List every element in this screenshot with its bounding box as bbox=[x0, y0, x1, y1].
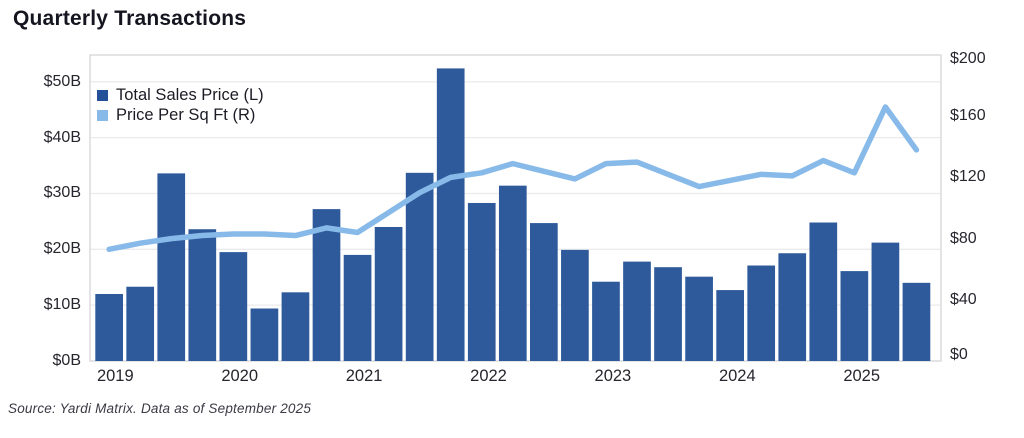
bar-2022-q2 bbox=[498, 185, 527, 361]
source-note: Source: Yardi Matrix. Data as of Septemb… bbox=[8, 401, 312, 416]
bar-2022-q1 bbox=[467, 202, 496, 361]
bar-2021-q1 bbox=[343, 254, 372, 361]
bar-2025-q3 bbox=[902, 282, 931, 361]
bar-2020-q1 bbox=[219, 252, 248, 361]
bar-2025-q2 bbox=[871, 242, 900, 361]
bar-2019-q4 bbox=[188, 229, 217, 361]
left-axis-tick: $20B bbox=[43, 240, 81, 258]
left-axis-tick: $10B bbox=[43, 296, 81, 314]
bar-2019-q3 bbox=[157, 173, 186, 361]
chart-legend: Total Sales Price (L) Price Per Sq Ft (R… bbox=[97, 86, 264, 125]
bar-2024-q2 bbox=[747, 265, 776, 361]
bar-2019-q2 bbox=[126, 286, 155, 361]
x-axis-tick-2021: 2021 bbox=[345, 367, 383, 385]
bar-series-swatch-icon bbox=[97, 90, 108, 102]
bar-2019-q1 bbox=[95, 293, 123, 361]
left-axis-tick: $0B bbox=[52, 352, 81, 369]
bar-2020-q3 bbox=[281, 292, 310, 361]
bar-2021-q2 bbox=[374, 226, 403, 361]
x-axis-tick-2025: 2025 bbox=[843, 367, 881, 385]
x-axis-tick-2019: 2019 bbox=[96, 367, 134, 385]
bar-2023-q2 bbox=[623, 261, 651, 361]
bar-2020-q4 bbox=[312, 209, 341, 361]
bar-2021-q3 bbox=[405, 172, 434, 361]
bar-2025-q1 bbox=[840, 271, 869, 361]
bar-2023-q4 bbox=[685, 276, 713, 361]
right-axis-tick: $80 bbox=[950, 229, 977, 247]
legend-item-price-per-sqft: Price Per Sq Ft (R) bbox=[97, 106, 264, 126]
right-axis-tick: $40 bbox=[950, 290, 977, 308]
right-axis-tick: $160 bbox=[950, 107, 986, 125]
bar-2024-q4 bbox=[809, 222, 838, 361]
right-axis-tick: $120 bbox=[950, 168, 986, 186]
x-axis-tick-2020: 2020 bbox=[221, 367, 259, 385]
right-axis-tick: $0 bbox=[950, 346, 968, 363]
price-per-sqft-line bbox=[106, 104, 920, 253]
legend-label: Total Sales Price (L) bbox=[116, 86, 264, 104]
right-axis-tick: $200 bbox=[950, 50, 986, 67]
bar-2024-q3 bbox=[778, 253, 807, 361]
bar-2023-q1 bbox=[592, 281, 620, 361]
bar-2022-q4 bbox=[561, 249, 589, 361]
left-axis-tick: $30B bbox=[43, 184, 81, 202]
bar-2020-q2 bbox=[250, 308, 279, 361]
x-axis-tick-2022: 2022 bbox=[470, 367, 507, 385]
legend-item-total-sales-price: Total Sales Price (L) bbox=[97, 86, 264, 106]
left-axis-tick: $50B bbox=[43, 72, 81, 90]
left-axis-tick: $40B bbox=[43, 128, 81, 146]
bar-2021-q4 bbox=[436, 68, 465, 361]
x-axis-tick-2023: 2023 bbox=[594, 367, 632, 385]
x-axis-tick-2024: 2024 bbox=[718, 367, 756, 385]
bar-2022-q3 bbox=[530, 223, 558, 361]
line-series-swatch-icon bbox=[97, 109, 108, 121]
chart-title: Quarterly Transactions bbox=[13, 7, 247, 30]
bar-2024-q1 bbox=[716, 290, 744, 361]
legend-label: Price Per Sq Ft (R) bbox=[116, 105, 256, 124]
bar-2023-q3 bbox=[654, 267, 682, 361]
